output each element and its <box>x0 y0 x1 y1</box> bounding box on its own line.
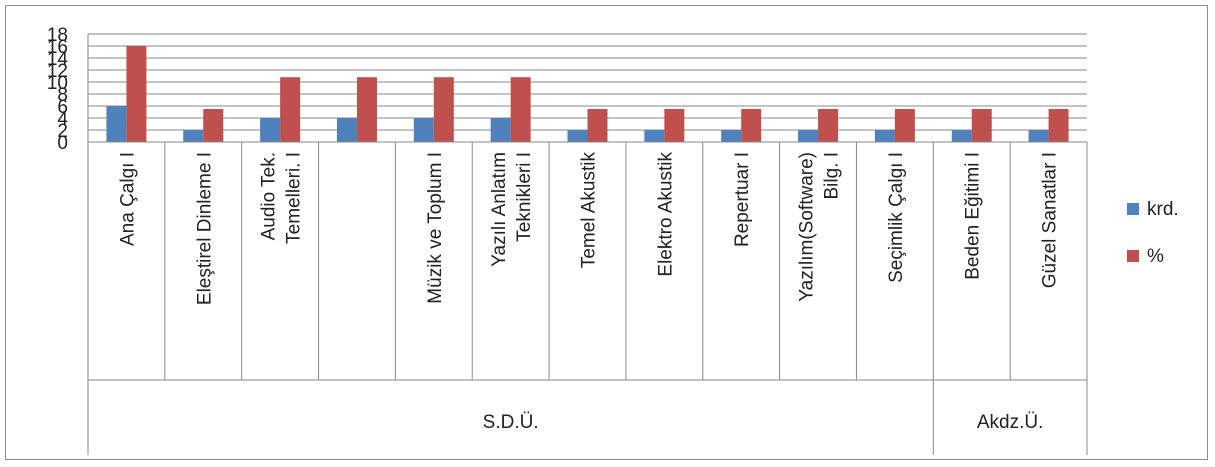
bar-krd <box>336 118 357 142</box>
chart-frame <box>5 5 1208 460</box>
bar-percent <box>664 109 685 142</box>
bar-percent <box>971 109 992 142</box>
x-tick-label: Audio Tek. Temelleri. I <box>259 152 305 244</box>
bar-percent <box>741 109 762 142</box>
x-tick-label: Beden Eğitimi I <box>963 152 984 280</box>
legend: krd.% <box>1127 199 1179 267</box>
y-tick-label: 14 <box>47 49 69 70</box>
x-axis: Ana Çalgı I Eleştirel Dinleme I Audio Tek.… <box>87 34 1088 455</box>
bar-krd <box>951 130 972 142</box>
y-tick-label: 0 <box>57 133 68 154</box>
legend-label: % <box>1147 246 1164 267</box>
bar-krd <box>721 130 742 142</box>
legend-swatch <box>1127 250 1139 262</box>
bar-krd <box>260 118 281 142</box>
y-tick-label: 10 <box>47 73 68 94</box>
bar-krd <box>413 118 434 142</box>
bar-percent <box>126 46 147 142</box>
bar-krd <box>567 130 588 142</box>
x-tick-label: Müzik ve Toplum I <box>425 152 446 304</box>
bar-krd <box>644 130 665 142</box>
x-tick-label: Güzel Sanatlar I <box>1040 152 1061 288</box>
legend-label: krd. <box>1147 199 1179 220</box>
x-tick-label: Elektro Akustik <box>655 152 676 277</box>
x-tick-label: Eleştirel Dinleme I <box>194 152 215 305</box>
bar-percent <box>356 77 377 142</box>
y-tick-label: 16 <box>47 37 68 58</box>
x-tick-label: Yazılı Anlatım Teknikleri I <box>489 152 535 267</box>
y-tick-label: 6 <box>57 97 68 118</box>
bars <box>106 46 1069 142</box>
bar-krd <box>874 130 895 142</box>
bar-percent <box>433 77 454 142</box>
x-tick-label: Ana Çalgı I <box>117 152 138 246</box>
y-tick-label: 2 <box>57 121 68 142</box>
bar-krd <box>106 106 127 142</box>
y-tick-label: 4 <box>57 109 68 130</box>
bar-percent <box>510 77 531 142</box>
bar-percent <box>1048 109 1069 142</box>
y-tick-label: 18 <box>47 25 68 46</box>
y-tick-label: 8 <box>57 85 68 106</box>
legend-swatch <box>1127 203 1139 215</box>
bar-krd <box>798 130 819 142</box>
group-label: Akdz.Ü. <box>977 412 1044 433</box>
bar-krd <box>1028 130 1049 142</box>
bar-krd <box>490 118 511 142</box>
bar-percent <box>894 109 915 142</box>
y-tick-label: 12 <box>47 61 68 82</box>
bar-percent <box>818 109 839 142</box>
group-label: S.D.Ü. <box>483 412 539 433</box>
bar-percent <box>280 77 301 142</box>
bar-krd <box>183 130 204 142</box>
x-tick-label: Seçimlik Çalgı I <box>886 152 907 283</box>
x-tick-label: Yazılım(Software) Bilg. I <box>797 152 843 302</box>
x-tick-label: Repertuar I <box>732 152 753 247</box>
bar-percent <box>203 109 224 142</box>
x-tick-label: Temel Akustik <box>579 152 600 269</box>
bar-percent <box>587 109 608 142</box>
